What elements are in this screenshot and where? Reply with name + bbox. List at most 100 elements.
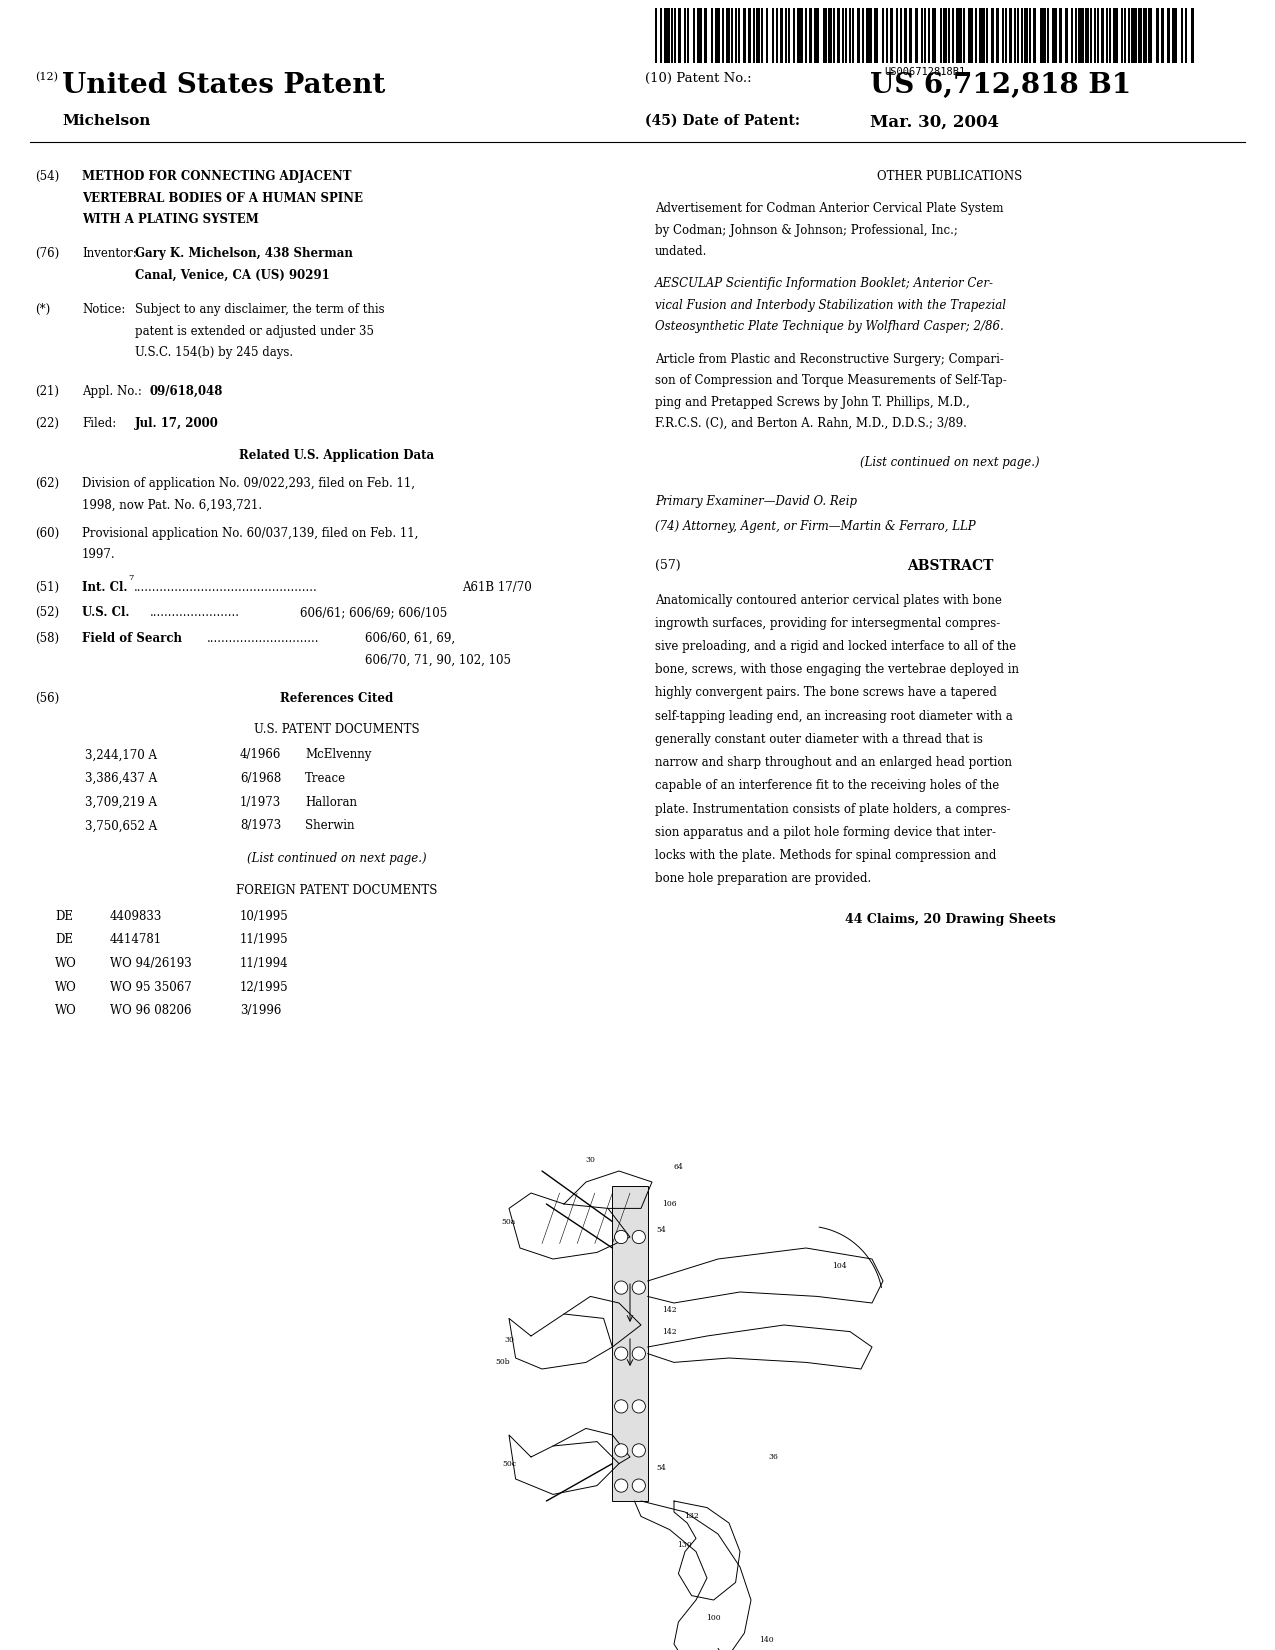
Text: 606/61; 606/69; 606/105: 606/61; 606/69; 606/105 [300, 607, 448, 619]
Bar [1085, 8, 1089, 63]
Text: (74) Attorney, Agent, or Firm—Martin & Ferraro, LLP: (74) Attorney, Agent, or Firm—Martin & F… [655, 520, 975, 533]
Bar [697, 8, 703, 63]
Bar [797, 8, 803, 63]
Text: McElvenny: McElvenny [305, 749, 371, 761]
Bar [1006, 8, 1007, 63]
Text: Subject to any disclaimer, the term of this: Subject to any disclaimer, the term of t… [135, 304, 385, 317]
Bar [734, 8, 737, 63]
Text: 30: 30 [504, 1336, 514, 1345]
Text: 140: 140 [759, 1635, 774, 1643]
Text: 142: 142 [662, 1328, 677, 1335]
Text: self-tapping leading end, an increasing root diameter with a: self-tapping leading end, an increasing … [655, 710, 1012, 723]
Bar [845, 8, 848, 63]
Text: 7: 7 [129, 574, 134, 582]
Text: 30: 30 [585, 1157, 595, 1163]
Bar [806, 8, 807, 63]
Bar [900, 8, 903, 63]
Bar [1052, 8, 1057, 63]
Bar [1033, 8, 1037, 63]
Text: 4/1966: 4/1966 [240, 749, 282, 761]
Bar [780, 8, 784, 63]
Bar [991, 8, 995, 63]
Bar [1121, 8, 1122, 63]
Bar [1014, 8, 1016, 63]
Bar [829, 8, 833, 63]
Text: (57): (57) [655, 559, 681, 573]
Bar [867, 8, 872, 63]
Bar [1100, 8, 1104, 63]
Bar [1040, 8, 1045, 63]
Bar [711, 8, 714, 63]
Text: 11/1995: 11/1995 [240, 934, 288, 945]
Text: 6/1968: 6/1968 [240, 772, 282, 785]
Text: Jul. 17, 2000: Jul. 17, 2000 [135, 417, 219, 431]
Text: capable of an interference fit to the receiving holes of the: capable of an interference fit to the re… [655, 779, 1000, 792]
Bar [1184, 8, 1187, 63]
Bar [834, 8, 835, 63]
Bar [771, 8, 774, 63]
Bar [756, 8, 760, 63]
Bar [862, 8, 864, 63]
Text: Related U.S. Application Data: Related U.S. Application Data [238, 449, 434, 462]
Bar [664, 8, 669, 63]
Text: 1/1973: 1/1973 [240, 795, 282, 808]
Bar [875, 8, 878, 63]
Bar [1048, 8, 1049, 63]
Text: WITH A PLATING SYSTEM: WITH A PLATING SYSTEM [82, 213, 259, 226]
Text: 142: 142 [662, 1305, 677, 1313]
Bar [968, 8, 974, 63]
Text: References Cited: References Cited [280, 693, 393, 706]
Text: (58): (58) [34, 632, 59, 645]
Bar [1025, 8, 1028, 63]
Bar [944, 8, 947, 63]
Circle shape [632, 1231, 645, 1244]
Text: sion apparatus and a pilot hole forming device that inter-: sion apparatus and a pilot hole forming … [655, 825, 996, 838]
Text: (52): (52) [34, 607, 59, 619]
Bar [788, 8, 790, 63]
Text: AESCULAP Scientific Information Booklet; Anterior Cer-: AESCULAP Scientific Information Booklet;… [655, 277, 994, 290]
Text: Advertisement for Codman Anterior Cervical Plate System: Advertisement for Codman Anterior Cervic… [655, 203, 1003, 214]
Bar [987, 8, 988, 63]
Text: VERTEBRAL BODIES OF A HUMAN SPINE: VERTEBRAL BODIES OF A HUMAN SPINE [82, 191, 363, 205]
Bar [842, 8, 844, 63]
Text: 3,244,170 A: 3,244,170 A [85, 749, 157, 761]
Text: F.R.C.S. (C), and Berton A. Rahn, M.D., D.D.S.; 3/89.: F.R.C.S. (C), and Berton A. Rahn, M.D., … [655, 417, 966, 431]
Text: vical Fusion and Interbody Stabilization with the Trapezial: vical Fusion and Interbody Stabilization… [655, 299, 1006, 312]
Bar [824, 8, 827, 63]
Circle shape [632, 1280, 645, 1294]
Text: 50a: 50a [502, 1218, 516, 1226]
Text: 606/70, 71, 90, 102, 105: 606/70, 71, 90, 102, 105 [365, 653, 511, 667]
Text: METHOD FOR CONNECTING ADJACENT: METHOD FOR CONNECTING ADJACENT [82, 170, 352, 183]
Text: highly convergent pairs. The bone screws have a tapered: highly convergent pairs. The bone screws… [655, 686, 997, 700]
Bar [1167, 8, 1170, 63]
Bar [979, 8, 986, 63]
Bar [896, 8, 898, 63]
Text: patent is extended or adjusted under 35: patent is extended or adjusted under 35 [135, 325, 374, 338]
Bar [1181, 8, 1183, 63]
Text: (*): (*) [34, 304, 50, 317]
Text: (51): (51) [34, 581, 59, 594]
Text: 64: 64 [673, 1163, 683, 1170]
Text: Anatomically contoured anterior cervical plates with bone: Anatomically contoured anterior cervical… [655, 594, 1002, 607]
Text: 8/1973: 8/1973 [240, 820, 282, 832]
Text: .................................................: ........................................… [134, 581, 317, 594]
Text: Filed:: Filed: [82, 417, 116, 431]
Bar [956, 8, 963, 63]
Circle shape [615, 1444, 627, 1457]
Text: WO: WO [55, 957, 76, 970]
Text: (12): (12) [34, 73, 57, 82]
Text: 3,750,652 A: 3,750,652 A [85, 820, 157, 832]
Text: (21): (21) [34, 384, 59, 398]
Bar [849, 8, 850, 63]
Bar [975, 8, 977, 63]
Circle shape [632, 1346, 645, 1360]
Text: WO 95 35067: WO 95 35067 [110, 980, 191, 993]
Bar [1113, 8, 1118, 63]
Text: narrow and sharp throughout and an enlarged head portion: narrow and sharp throughout and an enlar… [655, 756, 1012, 769]
Text: Canal, Venice, CA (US) 90291: Canal, Venice, CA (US) 90291 [135, 269, 330, 282]
Circle shape [615, 1399, 627, 1412]
Bar [793, 8, 796, 63]
Bar [810, 8, 812, 63]
Text: A61B 17/70: A61B 17/70 [462, 581, 532, 594]
Bar [886, 8, 889, 63]
